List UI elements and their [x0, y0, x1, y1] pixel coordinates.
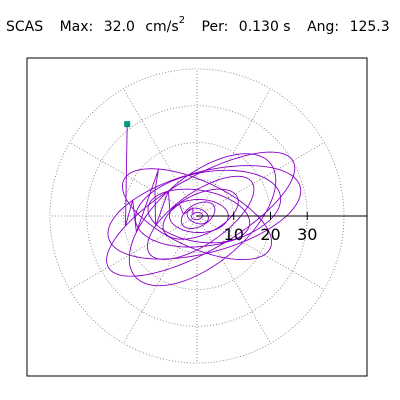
grid-spoke-8: [69, 215, 198, 290]
max-unit: cm/s2: [145, 15, 186, 35]
max-value: 32.0: [103, 18, 135, 35]
chart-header: SCAS Max: 32.0 cm/s2 Per: 0.130 s Ang: 1…: [6, 14, 390, 36]
radial-axis: 10 20 30: [197, 212, 367, 244]
tick-label-2: 20: [260, 225, 280, 244]
grid-spoke-9: [123, 215, 198, 344]
plot-frame: [26, 57, 368, 377]
tick-label-3: 30: [297, 225, 317, 244]
grid-spoke-2: [196, 142, 325, 217]
angle-value: 125.3: [349, 18, 390, 35]
grid-spoke-5: [123, 88, 198, 217]
station-code: SCAS: [6, 18, 44, 35]
tick-label-1: 10: [224, 225, 244, 244]
grid-spoke-6: [69, 142, 198, 217]
angle-label: Ang:: [307, 18, 340, 35]
trace-path: [106, 124, 302, 287]
motion-trace: [106, 121, 302, 287]
start-marker: [124, 121, 131, 128]
period-value: 0.130 s: [238, 18, 291, 35]
grid-spoke-3: [196, 88, 271, 217]
grid-spoke-11: [196, 215, 271, 344]
max-label: Max:: [59, 18, 94, 35]
period-label: Per:: [201, 18, 229, 35]
